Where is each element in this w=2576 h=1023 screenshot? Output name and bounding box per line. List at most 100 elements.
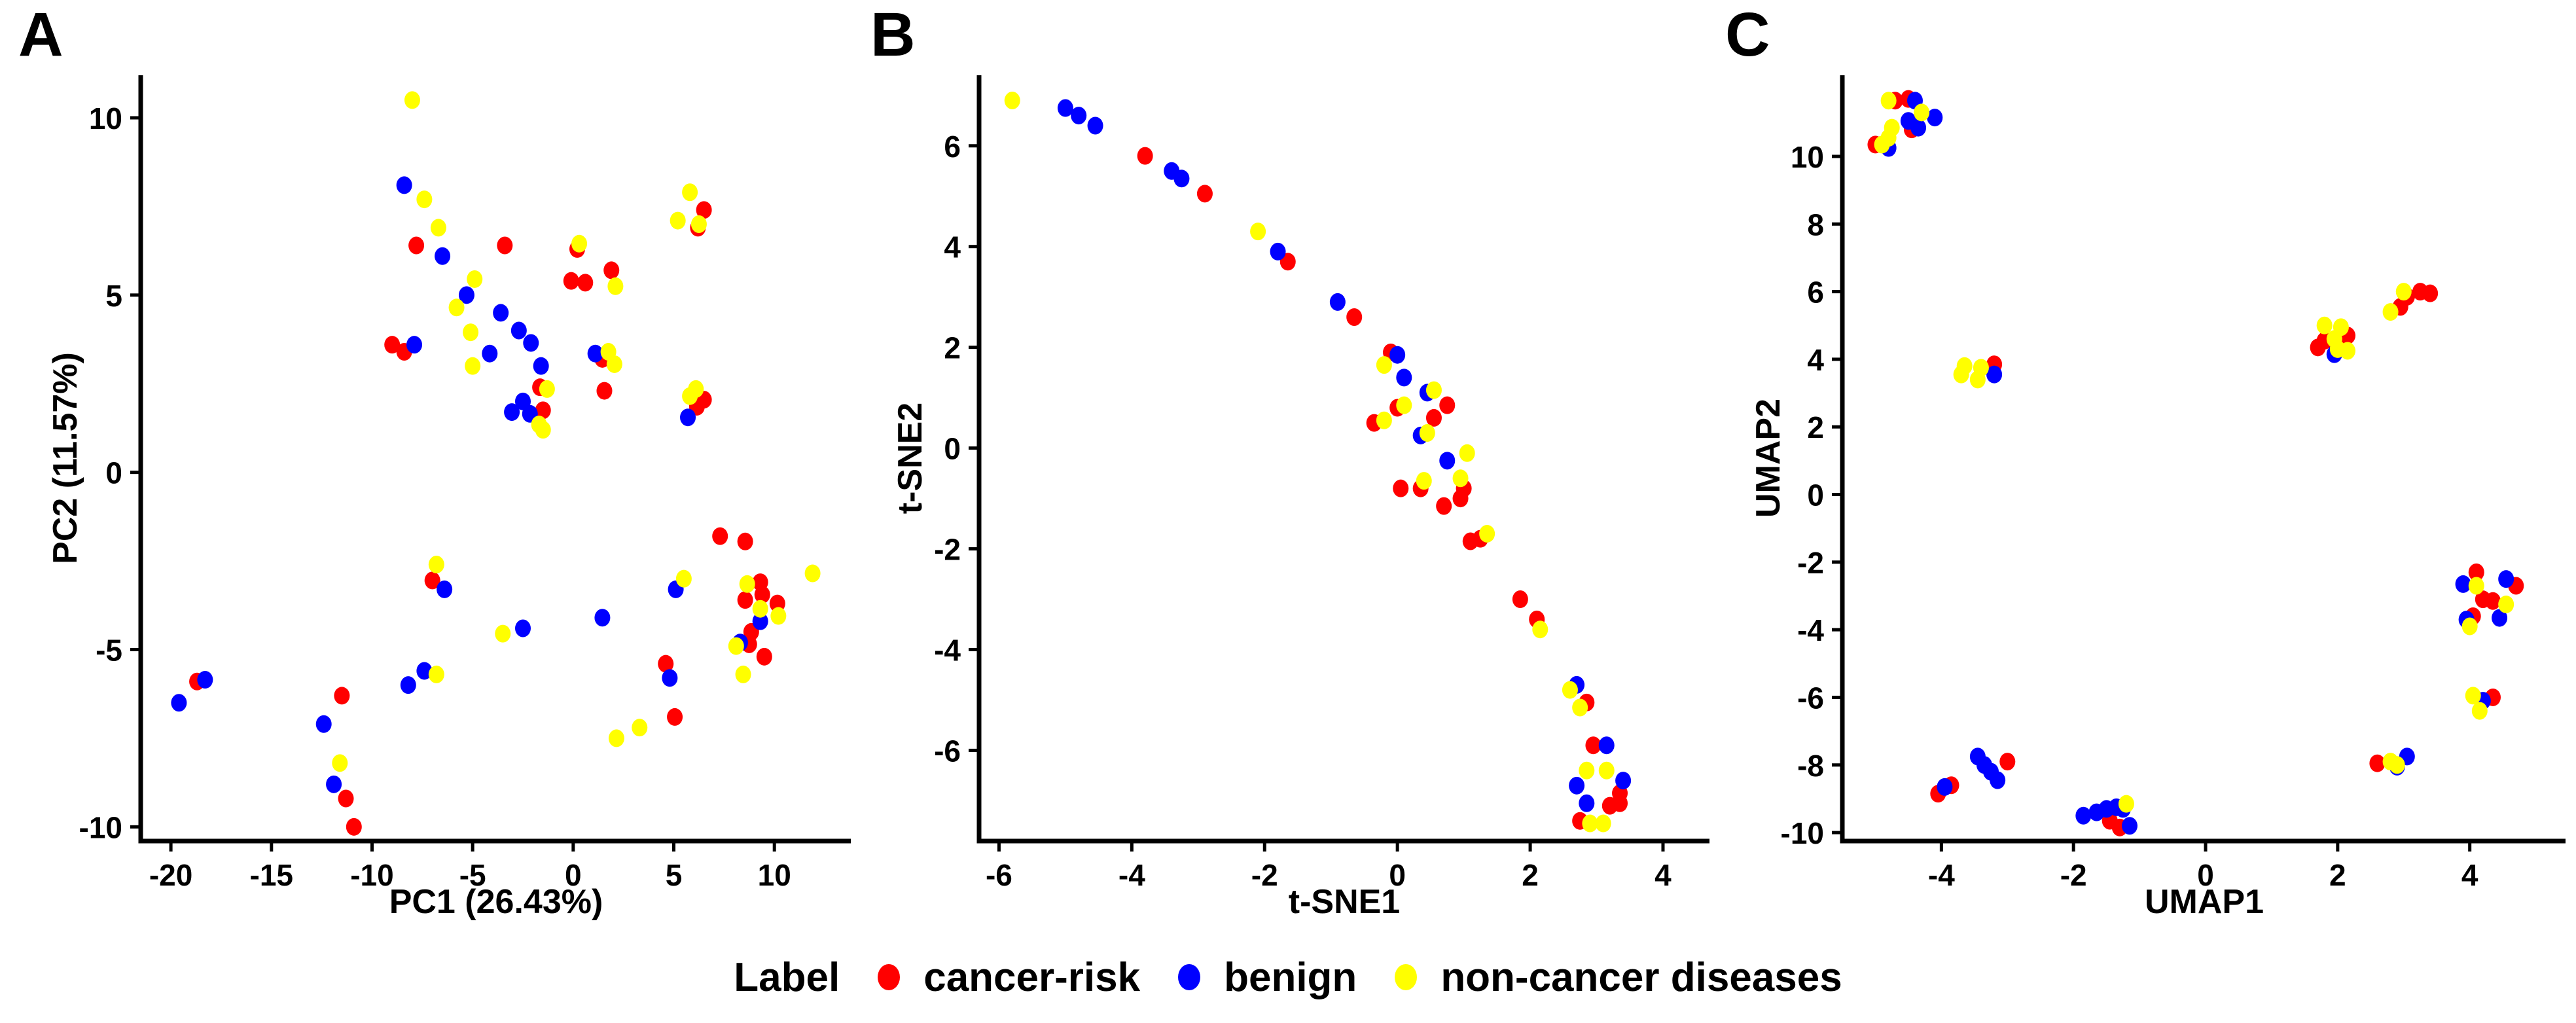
data-point-cancer-risk <box>2369 754 2386 772</box>
x-tick-label: 0 <box>2197 858 2214 892</box>
x-tick-label: -6 <box>986 858 1012 892</box>
data-point-non-cancer-diseases <box>2468 577 2484 595</box>
data-point-non-cancer-diseases <box>1532 620 1548 639</box>
x-tick-label: 0 <box>1389 858 1406 892</box>
data-point-non-cancer-diseases <box>1582 814 1598 833</box>
y-tick-label: 6 <box>944 130 961 164</box>
data-point-cancer-risk <box>2422 284 2439 302</box>
data-point-non-cancer-diseases <box>1004 91 1020 109</box>
data-point-cancer-risk <box>1346 308 1363 326</box>
legend-item-label: cancer-risk <box>923 954 1141 1000</box>
data-point-non-cancer-diseases <box>463 323 479 342</box>
data-point-cancer-risk <box>577 274 594 292</box>
data-point-non-cancer-diseases <box>430 219 446 237</box>
data-point-cancer-risk <box>596 382 613 400</box>
x-tick-label: 2 <box>1522 858 1539 892</box>
data-point-non-cancer-diseases <box>495 624 511 643</box>
data-point-benign <box>400 676 416 694</box>
panel-c-plot: -4 -2 0 2 4 10 8 6 4 2 0 -2 -4 -6 -8 -10 <box>1781 75 2566 892</box>
data-point-cancer-risk <box>667 708 683 726</box>
data-point-non-cancer-diseases <box>606 355 622 373</box>
x-tick-label: 2 <box>2329 858 2346 892</box>
data-point-non-cancer-diseases <box>416 190 433 209</box>
x-tick-label: -5 <box>459 858 486 892</box>
data-point-cancer-risk <box>535 401 551 420</box>
data-point-non-cancer-diseases <box>1595 814 1611 833</box>
data-point-non-cancer-diseases <box>539 380 555 398</box>
data-point-non-cancer-diseases <box>1598 761 1615 780</box>
data-point-benign <box>2455 575 2471 593</box>
data-point-benign <box>1927 109 1943 127</box>
data-point-benign <box>1396 368 1412 387</box>
data-point-non-cancer-diseases <box>607 277 624 295</box>
x-tick-label: 0 <box>565 858 582 892</box>
data-point-non-cancer-diseases <box>1452 469 1469 488</box>
data-point-non-cancer-diseases <box>571 234 588 253</box>
y-tick-label: 0 <box>944 432 961 466</box>
panel-c-xaxis-title: UMAP1 <box>2144 883 2264 921</box>
data-point-benign <box>171 694 187 712</box>
y-tick-label: 5 <box>105 279 122 313</box>
data-point-benign <box>1937 778 1953 796</box>
data-point-non-cancer-diseases <box>2498 595 2514 613</box>
data-point-cancer-risk <box>424 571 440 590</box>
y-tick-label: -5 <box>96 634 122 668</box>
data-point-benign <box>662 669 678 687</box>
data-point-benign <box>437 580 453 598</box>
y-tick-label: -4 <box>934 634 961 668</box>
data-point-benign <box>2075 806 2092 825</box>
data-point-non-cancer-diseases <box>1250 223 1266 241</box>
data-point-non-cancer-diseases <box>2395 283 2412 301</box>
data-point-non-cancer-diseases <box>1562 681 1578 699</box>
data-point-cancer-risk <box>1436 497 1452 515</box>
data-point-non-cancer-diseases <box>728 637 744 655</box>
data-point-benign <box>2121 817 2138 835</box>
data-point-benign <box>1173 170 1190 188</box>
data-point-non-cancer-diseases <box>1479 524 1495 543</box>
data-point-cancer-risk <box>1439 396 1456 414</box>
data-point-non-cancer-diseases <box>467 270 483 288</box>
panel-b-plot: -6 -4 -2 0 2 4 6 4 2 0 -2 -4 -6 <box>934 75 1709 892</box>
data-point-benign <box>587 344 603 363</box>
axis-line <box>138 75 851 844</box>
data-point-non-cancer-diseases <box>690 215 707 233</box>
panel-b-letter: B <box>870 0 916 69</box>
data-point-benign <box>1389 346 1406 364</box>
legend-item-label: benign <box>1224 954 1357 1000</box>
data-point-benign <box>458 286 474 304</box>
panel-c-letter: C <box>1725 0 1770 69</box>
data-point-cancer-risk <box>384 336 401 354</box>
y-tick-label: 2 <box>944 331 961 365</box>
data-point-cancer-risk <box>2468 563 2484 581</box>
data-point-benign <box>510 321 527 340</box>
data-point-non-cancer-diseases <box>2389 756 2405 774</box>
data-point-benign <box>406 336 423 354</box>
y-tick-label: -10 <box>1781 816 1824 850</box>
data-point-cancer-risk <box>2484 592 2501 610</box>
benign-dot-icon <box>1178 964 1201 990</box>
data-point-non-cancer-diseases <box>1376 356 1392 374</box>
data-point-benign <box>1986 365 2003 384</box>
data-point-non-cancer-diseases <box>1579 761 1595 780</box>
data-point-non-cancer-diseases <box>428 556 444 573</box>
data-point-cancer-risk <box>1999 753 2016 771</box>
y-tick-label: -4 <box>1797 613 1824 647</box>
data-point-non-cancer-diseases <box>1419 424 1435 442</box>
data-point-benign <box>482 344 498 363</box>
data-point-non-cancer-diseases <box>739 575 755 593</box>
data-point-benign <box>1329 293 1346 311</box>
axis-line <box>976 75 1709 844</box>
y-tick-label: 8 <box>1807 207 1824 242</box>
data-point-non-cancer-diseases <box>2465 687 2481 705</box>
data-point-benign <box>1057 99 1073 117</box>
legend-item-non-cancer-diseases: non-cancer diseases <box>1395 954 1842 1001</box>
y-tick-label: -8 <box>1797 749 1824 783</box>
data-point-cancer-risk <box>1279 253 1296 271</box>
data-point-benign <box>416 662 433 680</box>
legend: Label cancer-risk benign non-cancer dise… <box>0 941 2576 1013</box>
data-point-non-cancer-diseases <box>465 357 481 375</box>
x-tick-label: -20 <box>149 858 192 892</box>
x-tick-label: -10 <box>350 858 393 892</box>
data-point-cancer-risk <box>563 272 579 290</box>
